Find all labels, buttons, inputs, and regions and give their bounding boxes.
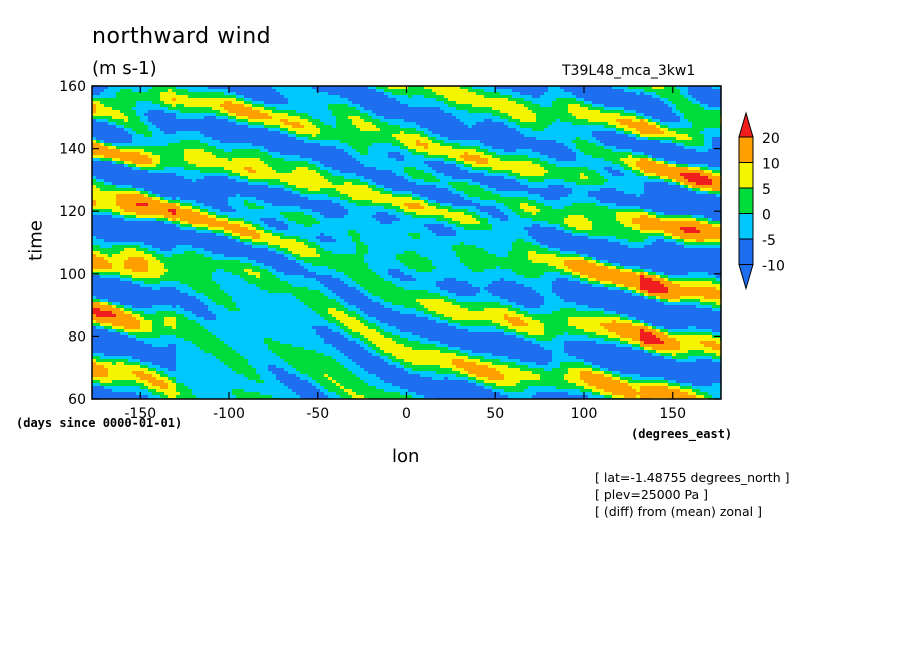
y-axis-unit-label: (days since 0000-01-01): [16, 416, 183, 430]
chart-title: northward wind: [92, 24, 272, 49]
colorbar-extend-high: [738, 111, 754, 138]
colorbar-segment: [738, 162, 754, 189]
x-tick-label: 50: [486, 406, 504, 422]
run-name: T39L48_mca_3kw1: [562, 63, 696, 79]
annotation-pressure-level: [ plev=25000 Pa ]: [595, 487, 709, 502]
colorbar: 20 10 5 0 -5 -10: [738, 111, 785, 291]
y-tick-label: 60: [68, 392, 86, 408]
contour-field: [92, 86, 721, 399]
x-tick-label: -50: [306, 406, 329, 422]
y-tick-label: 80: [68, 329, 86, 345]
y-tick-label: 140: [59, 142, 86, 158]
colorbar-segment: [738, 213, 754, 240]
colorbar-extend-low: [738, 264, 754, 291]
colorbar-label: 10: [762, 157, 780, 173]
colorbar-label: -10: [762, 259, 785, 275]
annotation-anomaly: [ (diff) from (mean) zonal ]: [595, 504, 762, 519]
x-tick-label: 100: [571, 406, 598, 422]
x-tick-label: -150: [124, 406, 156, 422]
chart-units: (m s-1): [92, 58, 157, 79]
x-tick-label: 150: [659, 406, 686, 422]
colorbar-segment: [738, 187, 754, 214]
x-axis-ticks: -150 -100 -50 0 50 100 150: [124, 86, 686, 422]
colorbar-label: -5: [762, 233, 776, 249]
colorbar-label: 5: [762, 182, 771, 198]
y-tick-label: 100: [59, 267, 86, 283]
colorbar-segment: [738, 238, 754, 265]
y-tick-label: 160: [59, 79, 86, 95]
y-axis-ticks: 60 80 100 120 140 160: [59, 79, 721, 408]
x-tick-label: -100: [213, 406, 245, 422]
x-axis-label: lon: [392, 446, 420, 467]
x-axis-unit-label: (degrees_east): [631, 427, 733, 441]
x-tick-label: 0: [402, 406, 411, 422]
colorbar-label: 0: [762, 208, 771, 224]
colorbar-label: 20: [762, 131, 780, 147]
y-tick-label: 120: [59, 204, 86, 220]
colorbar-segment: [738, 136, 754, 163]
annotation-latitude: [ lat=-1.48755 degrees_north ]: [595, 470, 790, 485]
